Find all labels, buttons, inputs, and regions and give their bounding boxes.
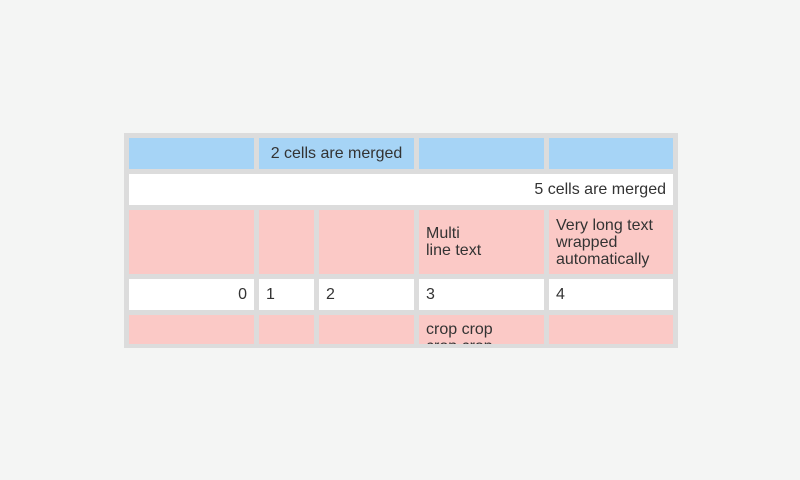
cell-pink-empty-0 <box>129 210 254 274</box>
cell-blue-empty-4 <box>549 138 673 169</box>
table-row-numbers: 0 1 2 3 4 <box>129 279 673 310</box>
table-widget[interactable]: 2 cells are merged 5 cells are merged Mu… <box>124 133 678 348</box>
table-row-merged-5: 5 cells are merged <box>129 174 673 205</box>
cell-pink-empty-2 <box>319 210 414 274</box>
table-row-pink-bottom: crop crop crop crop <box>129 315 673 344</box>
number-cell-0: 0 <box>129 279 254 310</box>
cell-pink-bottom-2 <box>319 315 414 344</box>
cell-crop-text: crop crop crop crop <box>419 315 544 344</box>
cell-pink-bottom-0 <box>129 315 254 344</box>
cell-pink-bottom-1 <box>259 315 314 344</box>
number-cell-2: 2 <box>319 279 414 310</box>
cell-multi-line: Multi line text <box>419 210 544 274</box>
cell-5-merged: 5 cells are merged <box>129 174 673 205</box>
number-cell-4: 4 <box>549 279 673 310</box>
cell-blue-empty-0 <box>129 138 254 169</box>
cell-blue-empty-3 <box>419 138 544 169</box>
cell-pink-empty-1 <box>259 210 314 274</box>
number-cell-3: 3 <box>419 279 544 310</box>
cell-2-merged: 2 cells are merged <box>259 138 414 169</box>
cell-pink-bottom-4 <box>549 315 673 344</box>
table-row-blue-header: 2 cells are merged <box>129 138 673 169</box>
cell-wrapped-text: Very long text wrapped automatically <box>549 210 673 274</box>
demo-table: 2 cells are merged 5 cells are merged Mu… <box>124 133 678 344</box>
number-cell-1: 1 <box>259 279 314 310</box>
table-clip: 2 cells are merged 5 cells are merged Mu… <box>124 133 678 344</box>
table-row-pink-top: Multi line text Very long text wrapped a… <box>129 210 673 274</box>
